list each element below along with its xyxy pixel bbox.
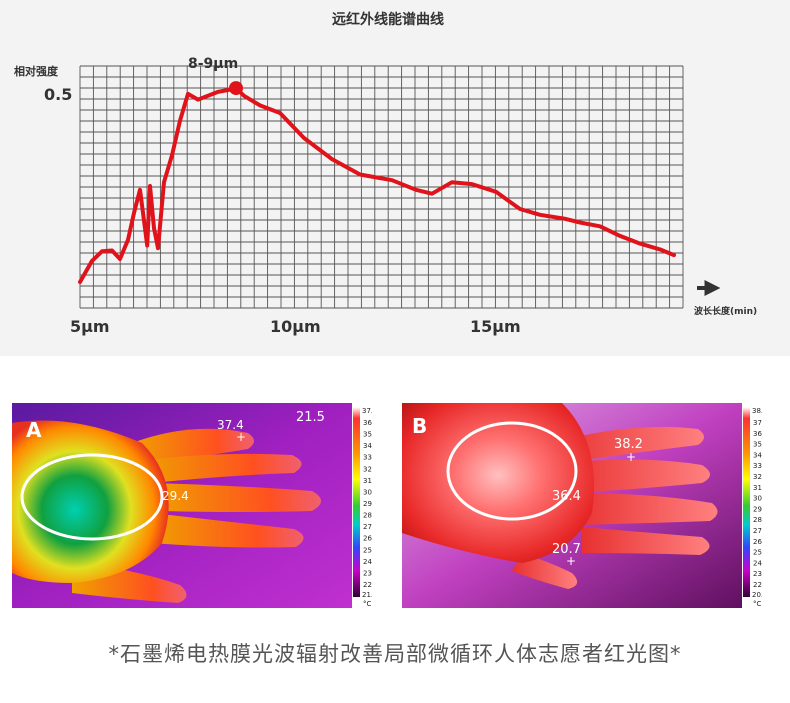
- scale-tick-label: 31: [363, 477, 372, 485]
- scale-tick-label: 36: [363, 419, 372, 427]
- y-tick-label: 0.5: [44, 85, 72, 104]
- scale-tick-label: 26: [753, 538, 762, 546]
- scale-tick-label: 24: [363, 558, 372, 566]
- scale-tick-label: 22: [363, 581, 372, 589]
- x-axis-label: 波长长度(min): [694, 305, 757, 317]
- scale-tick-label: 25: [753, 549, 762, 557]
- scale-tick-label: 35: [753, 441, 762, 449]
- chart-title: 远红外线能谱曲线: [332, 11, 444, 28]
- thermal-hand-a: A 21.5 37.4 + 29.4 37.4 36 35 34 33 32 31 30 29…: [12, 403, 372, 608]
- x-tick-label: 5μm: [70, 317, 110, 336]
- x-tick-labels: 5μm 10μm 15μm: [70, 317, 521, 336]
- chart-grid: [79, 65, 684, 309]
- scale-max: 37.4: [362, 407, 372, 415]
- highlight-ellipse: [20, 453, 164, 541]
- hot-temp: 38.2: [614, 437, 643, 452]
- crosshair-icon: +: [236, 430, 246, 444]
- scale-tick-label: 33: [363, 454, 372, 462]
- y-axis-label: 相对强度: [14, 64, 59, 78]
- scale-tick-label: 30: [753, 495, 762, 503]
- color-scale-bar: [353, 407, 360, 597]
- scale-tick-label: 27: [753, 527, 762, 535]
- corner-temp: 21.5: [296, 410, 325, 425]
- scale-min: 20.7: [752, 591, 762, 599]
- center-temp: 36.4: [552, 489, 581, 504]
- panel-letter: B: [412, 414, 427, 438]
- crosshair-icon: +: [626, 450, 636, 464]
- scale-tick-label: 28: [363, 512, 372, 520]
- scale-tick-label: 22: [753, 581, 762, 589]
- scale-tick-label: 23: [363, 569, 372, 577]
- scale-tick-label: 24: [753, 559, 762, 567]
- scale-tick-label: 34: [363, 442, 372, 450]
- center-temp: 29.4: [162, 489, 189, 503]
- scale-tick-label: 23: [753, 570, 762, 578]
- scale-tick-label: 28: [753, 516, 762, 524]
- low-temp: 20.7: [552, 542, 581, 557]
- x-tick-label: 15μm: [470, 317, 521, 336]
- scale-unit: °C: [363, 600, 372, 608]
- crosshair-icon: +: [566, 554, 576, 568]
- highlight-ellipse: [446, 421, 578, 521]
- scale-tick-label: 37: [753, 419, 762, 427]
- scale-tick-label: 34: [753, 451, 762, 459]
- scale-tick-label: 29: [363, 500, 372, 508]
- thermal-image-a: A 21.5 37.4 + 29.4 37.4 36 35 34 33 32 31 30 29…: [12, 403, 372, 608]
- hot-temp: 37.4: [217, 418, 244, 432]
- caption: *石墨烯电热膜光波辐射改善局部微循环人体志愿者红光图*: [108, 642, 682, 666]
- spectrum-chart-panel: 远红外线能谱曲线 相对强度 0.5 8-9μm 5μm 10μm 15μm 波长长度…: [0, 0, 790, 356]
- panel-letter: A: [26, 418, 42, 442]
- peak-point: [229, 81, 243, 96]
- scale-tick-label: 33: [753, 462, 762, 470]
- scale-tick-label: 25: [363, 546, 372, 554]
- scale-tick-label: 36: [753, 430, 762, 438]
- thermal-image-b: B 38.2 + 36.4 20.7 + 38.2 37 36 35 34 33 32 31…: [402, 403, 762, 608]
- scale-tick-label: 27: [363, 523, 372, 531]
- scale-tick-label: 31: [753, 484, 762, 492]
- scale-tick-label: 30: [363, 488, 372, 496]
- x-tick-label: 10μm: [270, 317, 321, 336]
- scale-tick-label: 29: [753, 505, 762, 513]
- peak-label: 8-9μm: [188, 56, 238, 72]
- scale-tick-label: 26: [363, 535, 372, 543]
- scale-tick-label: 32: [753, 473, 762, 481]
- spectrum-chart: 远红外线能谱曲线 相对强度 0.5 8-9μm 5μm 10μm 15μm 波长长度…: [14, 11, 757, 336]
- scale-min: 21.5: [362, 591, 372, 599]
- color-scale-bar: [743, 407, 750, 597]
- scale-tick-label: 32: [363, 465, 372, 473]
- scale-unit: °C: [753, 600, 762, 608]
- scale-tick-label: 35: [363, 431, 372, 439]
- thermal-hand-b: B 38.2 + 36.4 20.7 + 38.2 37 36 35 34 33 32 31…: [402, 403, 762, 608]
- scale-max: 38.2: [752, 407, 762, 415]
